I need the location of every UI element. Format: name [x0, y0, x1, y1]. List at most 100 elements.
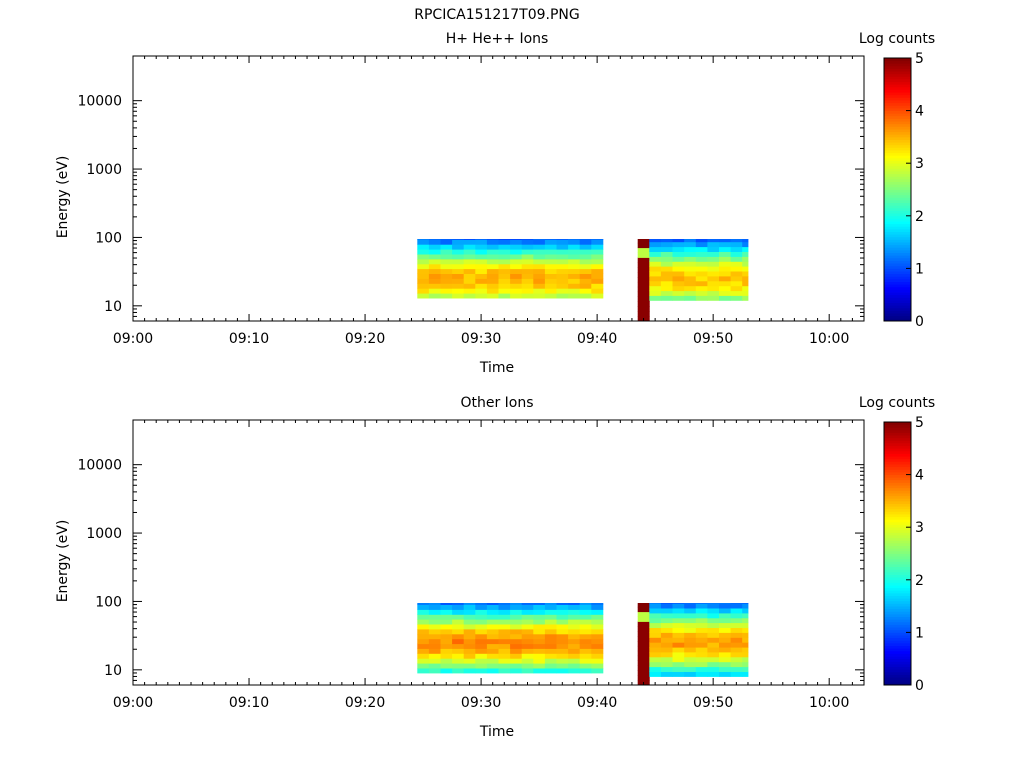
y-tick-label: 1000 — [86, 526, 122, 542]
heatmap-cell — [486, 273, 499, 279]
colorbar-swatch — [884, 273, 911, 277]
heatmap-cell — [591, 293, 604, 299]
x-tick-label: 09:00 — [113, 331, 153, 347]
heatmap-cell — [719, 632, 731, 638]
colorbar-tick-label: 3 — [915, 520, 924, 536]
heatmap-cell — [521, 663, 534, 669]
colorbar-swatch — [884, 286, 911, 290]
heatmap-cell — [440, 604, 453, 610]
colorbar-swatch — [884, 302, 911, 306]
heatmap-cell — [568, 239, 581, 245]
heatmap-cell — [742, 608, 749, 614]
heatmap-cell — [544, 239, 557, 245]
heatmap-cell — [649, 642, 662, 648]
heatmap-cell — [521, 283, 534, 289]
heatmap-cell — [498, 638, 511, 645]
heatmap-cell — [672, 280, 685, 287]
heatmap-cell — [660, 617, 673, 624]
heatmap-cell — [440, 263, 453, 270]
heatmap-cell — [417, 239, 430, 245]
heatmap-cell — [463, 629, 476, 635]
colorbar-swatch — [884, 566, 911, 570]
colorbar-swatch — [884, 289, 911, 293]
heatmap-cell — [521, 619, 534, 625]
heatmap-cell — [498, 249, 511, 255]
heatmap-cell — [452, 254, 465, 260]
heatmap-cell — [707, 627, 720, 633]
colorbar-tick-label: 2 — [915, 209, 924, 225]
heatmap-cell — [568, 648, 581, 654]
colorbar-swatch — [884, 574, 911, 578]
heatmap-cell — [719, 239, 731, 243]
x-tick-label: 09:30 — [461, 695, 501, 711]
colorbar-swatch — [884, 508, 911, 512]
heatmap-cell — [440, 609, 453, 615]
heatmap-cell — [742, 661, 749, 668]
heatmap-cell — [544, 604, 557, 610]
heatmap-cell — [591, 273, 604, 279]
heatmap-cell — [475, 624, 488, 630]
heatmap-cell — [660, 608, 673, 614]
heatmap-cell — [510, 603, 523, 605]
heatmap-cell — [544, 624, 557, 630]
heatmap-cell — [428, 268, 441, 274]
heatmap-cell — [428, 633, 441, 640]
heatmap-cell — [521, 648, 534, 654]
heatmap-cell — [591, 244, 604, 250]
cells — [417, 239, 749, 322]
heatmap-cell — [463, 268, 476, 274]
heatmap-cell — [463, 643, 476, 649]
heatmap-cell — [568, 239, 581, 240]
heatmap-cell — [649, 622, 662, 628]
colorbar-swatch — [884, 432, 911, 436]
heatmap-cell — [579, 293, 592, 299]
colorbar-swatch — [884, 532, 911, 536]
heatmap-cell — [428, 624, 441, 630]
heatmap-cell — [533, 629, 546, 635]
heatmap-cell — [672, 295, 685, 301]
heatmap-cell — [672, 271, 685, 277]
heatmap-cell — [579, 629, 592, 635]
x-tick-label: 09:10 — [229, 331, 269, 347]
colorbar-swatch — [884, 242, 911, 246]
heatmap-cell — [510, 624, 523, 630]
heatmap-cell — [498, 244, 511, 250]
heatmap-cell — [556, 259, 569, 265]
heatmap-cell — [591, 609, 604, 615]
heatmap-cell — [579, 239, 592, 240]
colorbar-swatch — [884, 257, 911, 261]
heatmap-cell — [730, 661, 743, 668]
colorbar-swatch — [884, 247, 911, 251]
heatmap-cell — [544, 249, 557, 255]
heatmap-cell — [591, 624, 604, 630]
heatmap-cell — [417, 249, 430, 255]
heatmap-cell — [730, 290, 743, 296]
heatmap-cell — [486, 604, 499, 610]
heatmap-cell — [556, 633, 569, 640]
heatmap-cell — [440, 638, 453, 645]
heatmap-cell — [660, 256, 673, 262]
heatmap-cell — [417, 614, 430, 620]
colorbar-swatch — [884, 561, 911, 565]
heatmap-cell — [498, 629, 511, 635]
heatmap-cell — [707, 666, 720, 672]
heatmap-cell — [428, 643, 441, 649]
colorbar-swatch — [884, 58, 911, 62]
heatmap-cell — [730, 239, 743, 243]
heatmap-cell — [730, 603, 743, 609]
heatmap-cell — [521, 239, 534, 240]
heatmap-cell — [510, 604, 523, 610]
heatmap-cell — [463, 668, 476, 674]
heatmap-cell — [568, 614, 581, 620]
heatmap-cell — [475, 239, 488, 240]
colorbar-swatch — [884, 205, 911, 209]
heatmap-cell — [742, 652, 749, 658]
heatmap-cell — [463, 273, 476, 279]
heatmap-cell — [417, 244, 430, 250]
heatmap-cell — [719, 603, 731, 609]
colorbar-tick-label: 4 — [915, 468, 924, 484]
heatmap-cell — [486, 239, 499, 240]
heatmap-cell — [544, 614, 557, 620]
heatmap-cell — [544, 629, 557, 635]
heatmap-cell — [568, 249, 581, 255]
